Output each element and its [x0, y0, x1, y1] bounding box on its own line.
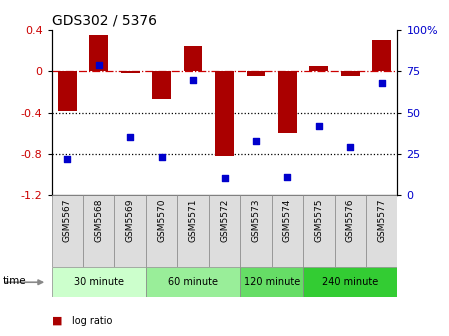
- Text: GSM5577: GSM5577: [377, 199, 386, 242]
- Bar: [335, 195, 366, 267]
- Text: GSM5576: GSM5576: [346, 199, 355, 242]
- Bar: [83, 195, 114, 267]
- Bar: [372, 40, 391, 72]
- Point: [284, 174, 291, 179]
- Bar: [52, 195, 83, 267]
- Bar: [366, 195, 397, 267]
- Bar: [278, 72, 297, 133]
- Text: 60 minute: 60 minute: [168, 277, 218, 287]
- Bar: [309, 66, 328, 72]
- Bar: [146, 267, 240, 297]
- Text: 120 minute: 120 minute: [243, 277, 300, 287]
- Text: ■: ■: [52, 316, 62, 326]
- Text: GSM5571: GSM5571: [189, 199, 198, 242]
- Bar: [341, 72, 360, 76]
- Bar: [184, 46, 202, 72]
- Text: GSM5573: GSM5573: [251, 199, 260, 242]
- Point: [378, 80, 385, 86]
- Point: [158, 154, 165, 160]
- Text: GSM5574: GSM5574: [283, 199, 292, 242]
- Text: time: time: [2, 276, 26, 286]
- Text: GDS302 / 5376: GDS302 / 5376: [52, 14, 157, 28]
- Point: [252, 138, 260, 143]
- Bar: [52, 267, 146, 297]
- Text: GSM5567: GSM5567: [63, 199, 72, 242]
- Point: [95, 62, 102, 68]
- Bar: [152, 72, 171, 99]
- Bar: [215, 72, 234, 156]
- Text: 240 minute: 240 minute: [322, 277, 379, 287]
- Text: GSM5569: GSM5569: [126, 199, 135, 242]
- Bar: [121, 72, 140, 74]
- Text: GSM5575: GSM5575: [314, 199, 323, 242]
- Point: [189, 77, 197, 82]
- Point: [64, 156, 71, 161]
- Bar: [303, 267, 397, 297]
- Text: GSM5572: GSM5572: [220, 199, 229, 242]
- Point: [347, 144, 354, 150]
- Bar: [209, 195, 240, 267]
- Point: [127, 134, 134, 140]
- Bar: [247, 72, 265, 76]
- Bar: [303, 195, 335, 267]
- Bar: [177, 195, 209, 267]
- Bar: [240, 267, 303, 297]
- Bar: [58, 72, 77, 111]
- Text: GSM5570: GSM5570: [157, 199, 166, 242]
- Text: GSM5568: GSM5568: [94, 199, 103, 242]
- Bar: [272, 195, 303, 267]
- Bar: [114, 195, 146, 267]
- Point: [315, 123, 322, 128]
- Bar: [146, 195, 177, 267]
- Point: [221, 176, 228, 181]
- Bar: [240, 195, 272, 267]
- Text: log ratio: log ratio: [72, 316, 112, 326]
- Text: 30 minute: 30 minute: [74, 277, 124, 287]
- Bar: [89, 35, 108, 72]
